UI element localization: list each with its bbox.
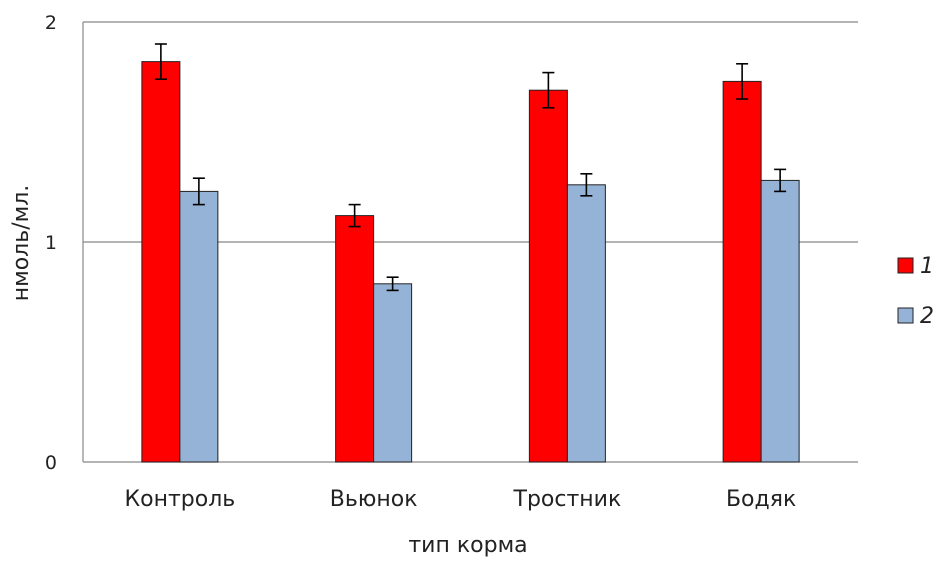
y-tick-label: 1 xyxy=(45,232,57,254)
y-tick-label: 2 xyxy=(45,12,57,34)
bar-series2-3 xyxy=(760,179,800,463)
bar-series1-3 xyxy=(722,80,762,463)
x-axis-title: тип корма xyxy=(408,533,527,558)
legend-swatch-2 xyxy=(897,307,914,324)
legend-label-2: 2 xyxy=(920,304,934,329)
bar-series1-1 xyxy=(335,215,375,463)
bars xyxy=(141,61,800,463)
bar-series2-1 xyxy=(373,283,413,463)
bar-series1-0 xyxy=(141,61,181,463)
legend-swatch-1 xyxy=(897,257,914,274)
x-category-label: Бодяк xyxy=(726,487,796,512)
bar-series2-2 xyxy=(566,184,606,463)
error-bars xyxy=(154,43,787,292)
legend-label-1: 1 xyxy=(920,254,934,279)
x-axis-categories: Контроль Вьюнок Тростник Бодяк xyxy=(125,487,797,512)
x-category-label: Тростник xyxy=(513,487,622,512)
x-category-label: Контроль xyxy=(125,487,236,512)
y-axis-title: нмоль/мл. xyxy=(9,185,34,302)
x-category-label: Вьюнок xyxy=(330,487,418,512)
bar-series2-0 xyxy=(179,190,219,463)
bar-series1-2 xyxy=(528,89,568,463)
y-axis-ticks: 0 1 2 xyxy=(45,12,57,474)
y-tick-label: 0 xyxy=(45,452,57,474)
legend: 12 xyxy=(897,254,934,329)
